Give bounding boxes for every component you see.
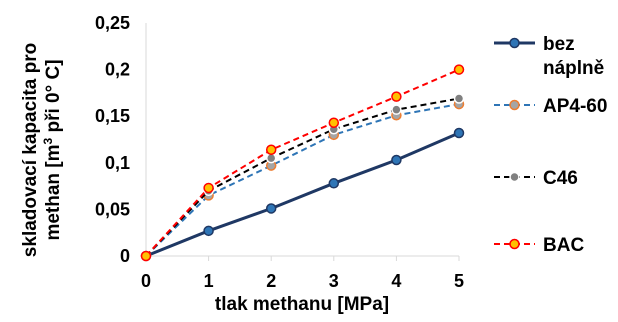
data-point [453, 127, 465, 139]
y-axis-title-superscript: 3 [41, 137, 55, 144]
data-point [391, 91, 402, 102]
data-point [140, 250, 152, 262]
series-layer [140, 64, 465, 262]
y-tick-label: 0,2 [105, 60, 130, 80]
legend-entry: C46 [494, 168, 578, 189]
y-tick-label: 0,15 [95, 106, 130, 126]
data-point [391, 154, 402, 166]
x-tick-label: 2 [266, 271, 276, 291]
x-tick-label: 5 [454, 271, 464, 291]
data-point [328, 117, 340, 128]
legend-entry: AP4-60 [494, 96, 607, 117]
y-axis-title-line-1: skladovací kapacita pro [20, 43, 41, 257]
y-axis-title-prefix: methan [m [43, 144, 64, 240]
series-line [145, 131, 460, 258]
axes: 0 0,05 0,1 0,15 0,2 0,25 0 1 2 3 4 5 [95, 13, 464, 291]
legend-marker [509, 171, 520, 183]
y-axis-title-line-2: methan [m3 při 0° C] [41, 59, 64, 240]
data-point [203, 225, 214, 237]
data-point [203, 182, 214, 194]
series-1 [140, 98, 465, 262]
y-axis-title-suffix: při 0° C] [43, 59, 64, 137]
y-tick-label: 0,25 [95, 13, 130, 33]
legend-label: bez [543, 34, 575, 55]
data-point [453, 64, 465, 75]
x-tick-label: 4 [391, 271, 401, 291]
y-tick-label: 0,1 [105, 153, 130, 173]
data-point [328, 178, 340, 189]
x-tick-label: 3 [329, 271, 339, 291]
x-axis-title: tlak methanu [MPa] [215, 294, 389, 315]
series-line [145, 97, 460, 257]
y-tick-label: 0,05 [95, 199, 130, 219]
x-tick-label: 0 [141, 271, 151, 291]
series-line [145, 68, 460, 257]
legend-label: C46 [543, 168, 578, 189]
series-3 [140, 64, 465, 262]
x-tick-label: 1 [204, 271, 214, 291]
legend-entry: bez náplně [494, 34, 604, 79]
series-line [145, 103, 460, 257]
legend-marker [509, 37, 520, 49]
series-0 [140, 127, 465, 262]
data-point [391, 104, 402, 115]
y-tick-label: 0 [120, 246, 130, 266]
legend-label: BAC [543, 235, 584, 256]
data-point [265, 144, 277, 156]
legend-entry: BAC [494, 235, 584, 256]
legend-label: náplně [543, 58, 604, 79]
legend: bez náplně AP4-60 C46 BAC [494, 34, 607, 256]
legend-marker [509, 238, 520, 250]
legend-marker [509, 99, 520, 111]
series-2 [140, 93, 465, 262]
legend-label: AP4-60 [543, 96, 607, 117]
data-point [265, 203, 277, 214]
data-point [453, 93, 465, 104]
